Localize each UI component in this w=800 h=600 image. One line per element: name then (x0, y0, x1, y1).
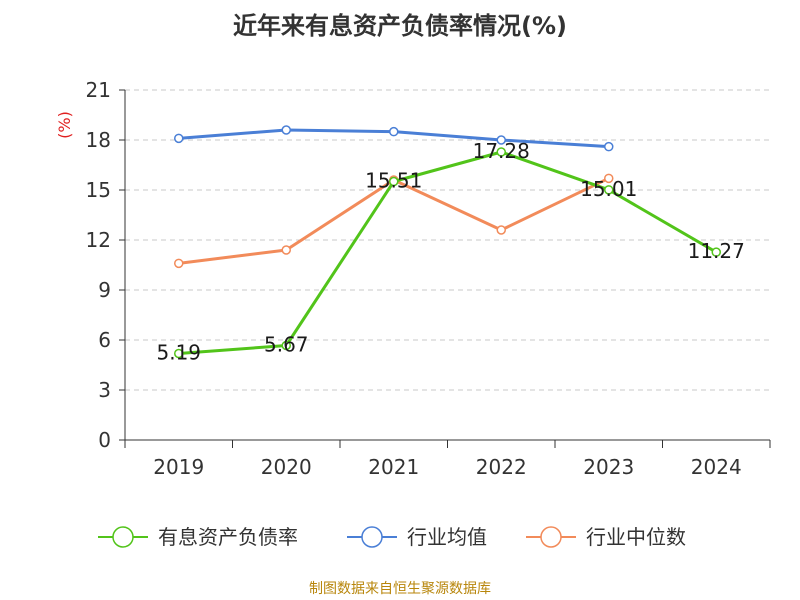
data-label: 5.19 (156, 341, 201, 365)
chart-title: 近年来有息资产负债率情况(%) (233, 12, 567, 40)
data-point (174, 258, 184, 269)
data-point (281, 125, 291, 135)
data-point (389, 126, 399, 137)
y-tick-label: 9 (98, 278, 111, 302)
data-point (174, 348, 184, 359)
y-tick-label: 6 (98, 328, 111, 352)
data-label: 5.67 (264, 333, 309, 357)
y-tick-label: 0 (98, 428, 111, 452)
data-point (604, 141, 614, 152)
data-label: 15.01 (580, 177, 637, 201)
legend-label: 行业中位数 (586, 525, 686, 549)
x-tick-label: 2021 (368, 455, 419, 479)
y-tick-label: 21 (86, 78, 111, 102)
data-point (496, 135, 506, 145)
y-tick-label: 12 (86, 228, 111, 252)
x-tick-label: 2022 (476, 455, 527, 479)
legend-marker (361, 526, 383, 548)
x-tick-label: 2020 (261, 455, 312, 479)
y-axis-label: (%) (55, 111, 74, 139)
data-point (711, 247, 721, 257)
series-line-0 (178, 150, 718, 355)
legend-label: 有息资产负债率 (158, 525, 298, 549)
data-point (281, 245, 291, 255)
data-point (604, 185, 614, 195)
data-label: 15.51 (365, 169, 422, 193)
data-point (604, 173, 614, 184)
y-tick-label: 3 (98, 378, 111, 402)
y-tick-label: 18 (86, 128, 111, 152)
data-point (174, 133, 184, 144)
data-point (389, 176, 399, 187)
y-tick-label: 15 (86, 178, 111, 202)
legend-marker (112, 526, 134, 548)
data-point (281, 340, 291, 351)
data-label: 11.27 (688, 239, 745, 263)
x-tick-label: 2019 (153, 455, 204, 479)
x-tick-label: 2023 (583, 455, 634, 479)
legend-marker (540, 526, 562, 548)
data-point (496, 147, 506, 157)
x-tick-label: 2024 (691, 455, 742, 479)
data-point (496, 225, 506, 235)
data-label: 17.28 (473, 139, 530, 163)
legend-label: 行业均值 (407, 525, 487, 549)
data-source-note: 制图数据来自恒生聚源数据库 (309, 581, 491, 597)
